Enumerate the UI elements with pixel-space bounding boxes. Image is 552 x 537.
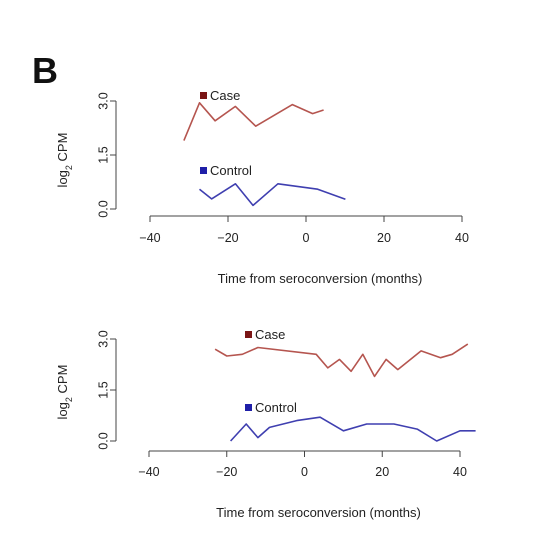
x-tick-label: −40 — [138, 465, 159, 479]
y-tick-label: 3.0 — [96, 92, 110, 109]
legend-marker-control — [200, 167, 207, 174]
series-line-control — [230, 416, 476, 442]
x-axis-title: Time from seroconversion (months) — [216, 505, 421, 520]
x-tick-label: 40 — [453, 465, 467, 479]
chart-panel-bottom: −40 −20 0 20 40 0.0 1.5 3.0 log2 CPM Time from se… — [55, 327, 476, 520]
legend-marker-case — [200, 92, 207, 99]
x-tick-label: 20 — [377, 231, 391, 245]
legend-label-case: Case — [210, 88, 240, 103]
y-tick-label: 0.0 — [96, 432, 110, 449]
chart-panel-top: −40 −20 0 20 40 0.0 1.5 3.0 log2 CPM Time from se… — [55, 88, 469, 286]
legend-marker-control — [245, 404, 252, 411]
legend-label-case: Case — [255, 327, 285, 342]
panel-label: B — [32, 50, 58, 91]
y-axis-title: log2 CPM — [55, 365, 74, 420]
y-tick-label: 0.0 — [96, 200, 110, 217]
legend-label-control: Control — [210, 163, 252, 178]
series-line-case — [214, 343, 469, 378]
y-axis-title: log2 CPM — [55, 133, 74, 188]
y-tick-label: 1.5 — [96, 381, 110, 398]
y-tick-label: 3.0 — [96, 330, 110, 347]
x-tick-label: 20 — [375, 465, 389, 479]
x-tick-label: −20 — [216, 465, 237, 479]
legend-label-control: Control — [255, 400, 297, 415]
x-axis-title: Time from seroconversion (months) — [218, 271, 423, 286]
x-tick-label: 40 — [455, 231, 469, 245]
x-tick-label: −40 — [139, 231, 160, 245]
legend-marker-case — [245, 331, 252, 338]
x-tick-label: 0 — [301, 465, 308, 479]
series-line-control — [198, 183, 346, 207]
x-tick-label: −20 — [217, 231, 238, 245]
y-tick-label: 1.5 — [96, 146, 110, 163]
series-line-case — [183, 102, 324, 141]
x-tick-label: 0 — [303, 231, 310, 245]
